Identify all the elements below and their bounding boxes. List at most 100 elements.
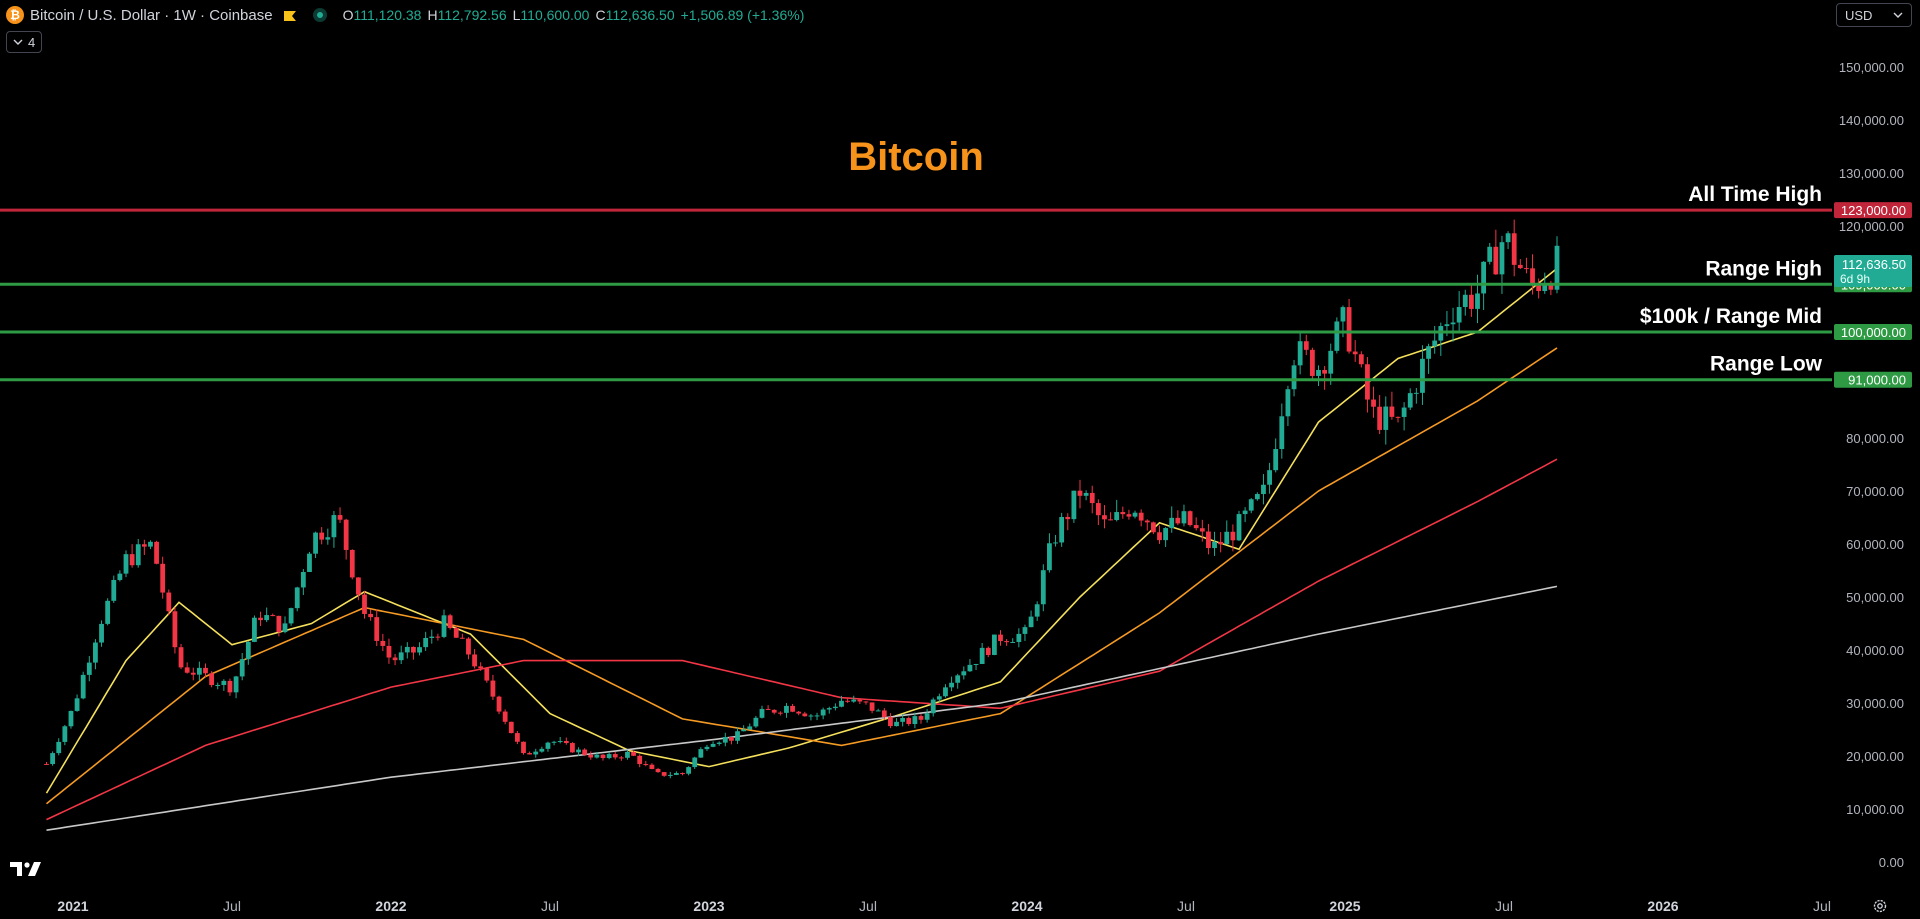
candlestick: [1261, 474, 1266, 505]
candlestick: [539, 746, 545, 753]
candlestick: [900, 713, 906, 727]
candlestick: [881, 708, 887, 720]
y-tick-label: 120,000.00: [1839, 219, 1904, 234]
level-label: All Time High: [1688, 183, 1822, 206]
candlestick: [411, 646, 416, 660]
candlestick: [576, 747, 581, 757]
x-tick-label: Jul: [223, 898, 241, 914]
level-price-badge: 91,000.00: [1834, 371, 1912, 388]
flag-icon[interactable]: [283, 9, 297, 21]
candlestick: [1334, 317, 1340, 354]
candlestick: [1010, 638, 1016, 643]
candlestick: [1132, 510, 1138, 519]
candlestick: [252, 615, 257, 643]
candlestick: [1438, 322, 1444, 356]
candlestick: [270, 613, 276, 617]
candlestick: [1383, 396, 1389, 445]
candlestick: [796, 710, 802, 716]
candlestick: [178, 643, 184, 670]
gear-icon[interactable]: [1872, 898, 1888, 919]
candlestick: [1358, 351, 1364, 368]
x-tick-label: Jul: [1813, 898, 1831, 914]
candlestick: [1163, 527, 1169, 547]
candlestick: [508, 721, 514, 734]
candlestick: [111, 575, 117, 603]
candlestick: [1493, 229, 1499, 275]
candlestick: [1517, 259, 1523, 270]
candlestick: [1456, 291, 1462, 331]
candlestick: [716, 741, 722, 746]
candlestick: [729, 736, 734, 745]
candlestick: [869, 702, 875, 714]
candlestick: [1126, 509, 1132, 520]
candlestick: [1047, 533, 1052, 573]
candlestick: [502, 709, 508, 725]
candlestick: [820, 707, 826, 720]
candlestick: [759, 705, 765, 719]
svg-text:6d 9h: 6d 9h: [1840, 272, 1870, 286]
candlestick: [600, 754, 606, 761]
candlestick: [735, 727, 740, 744]
candlestick: [86, 656, 92, 682]
x-tick-label: 2023: [693, 898, 724, 914]
candlestick: [74, 694, 80, 712]
candlestick: [973, 663, 979, 671]
candlestick: [570, 742, 575, 753]
level-price-badge: 123,000.00: [1834, 202, 1912, 219]
currency-select[interactable]: USD: [1836, 3, 1912, 27]
candlestick: [1059, 512, 1065, 547]
candlestick: [1279, 403, 1285, 459]
candlestick: [1199, 519, 1205, 542]
x-tick-label: Jul: [1495, 898, 1513, 914]
candlestick: [258, 611, 263, 627]
candlestick: [1028, 610, 1034, 628]
candlestick: [1108, 512, 1113, 521]
candlestick: [851, 695, 857, 703]
ohlc-value: 112,792.56: [437, 7, 507, 23]
candlestick: [337, 507, 343, 523]
ohlc-value: 112,636.50: [605, 7, 675, 23]
candlestick: [166, 589, 172, 616]
candlestick: [527, 751, 533, 755]
candlestick: [1365, 357, 1370, 413]
candlestick: [1413, 387, 1419, 404]
candlestick: [331, 510, 337, 548]
candlestick: [979, 642, 985, 665]
candlestick: [355, 577, 361, 601]
candlestick: [667, 771, 673, 779]
moving-average-line: [46, 458, 1558, 821]
candlestick: [1193, 517, 1199, 531]
candlestick: [44, 762, 49, 765]
candlestick: [777, 711, 783, 716]
symbol-title[interactable]: Bitcoin / U.S. Dollar · 1W · Coinbase: [30, 6, 273, 24]
y-tick-label: 60,000.00: [1846, 537, 1904, 552]
moving-average-line: [45, 267, 1558, 794]
y-tick-label: 40,000.00: [1846, 643, 1904, 658]
moving-average-line: [45, 347, 1558, 805]
candlestick: [386, 638, 392, 664]
candlestick: [307, 551, 312, 573]
price-change: +1,506.89 (+1.36%): [680, 7, 805, 23]
candlestick: [1065, 513, 1071, 531]
candlestick: [631, 750, 636, 757]
x-tick-label: Jul: [859, 898, 877, 914]
indicators-toggle-button[interactable]: 4: [6, 31, 43, 53]
candlestick: [1267, 462, 1272, 494]
candlestick: [404, 642, 410, 659]
candlestick: [888, 713, 893, 729]
candlestick: [117, 570, 123, 582]
candlestick: [906, 716, 912, 726]
candlestick: [1102, 505, 1107, 529]
candlestick: [533, 748, 539, 758]
candlestick: [943, 684, 948, 698]
candlestick: [673, 771, 679, 776]
candlestick: [429, 629, 435, 644]
symbol-header[interactable]: ₿ Bitcoin / U.S. Dollar · 1W · Coinbase …: [6, 4, 804, 26]
tradingview-logo-icon[interactable]: [10, 860, 44, 883]
candlestick: [655, 767, 661, 773]
candlestick: [1487, 242, 1493, 265]
candlestick: [1150, 521, 1156, 535]
x-tick-label: Jul: [1177, 898, 1195, 914]
candlestick: [1004, 639, 1010, 646]
